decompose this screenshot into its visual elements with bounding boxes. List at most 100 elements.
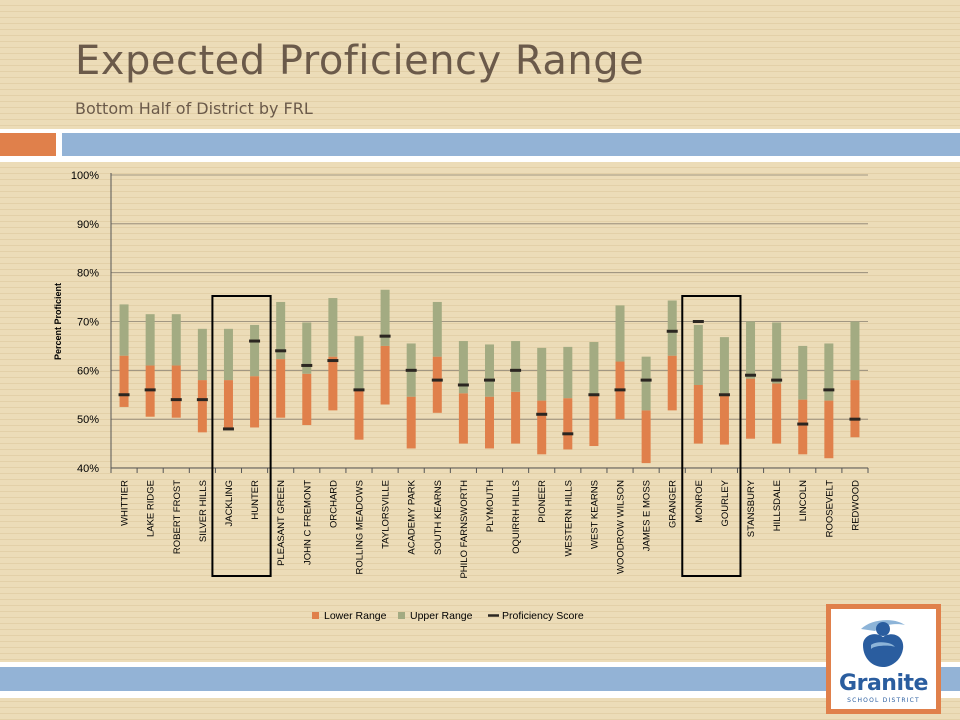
x-tick-label: MONROE (694, 480, 705, 523)
upper-range-bar (223, 328, 233, 381)
legend-label: Lower Range (324, 610, 387, 622)
upper-range-bar (824, 343, 834, 401)
lower-range-bar (537, 400, 547, 455)
y-tick-label: 80% (77, 268, 99, 280)
legend-swatch (312, 612, 319, 619)
upper-range-bar (119, 304, 129, 356)
lower-range-bar (328, 356, 338, 411)
lower-range-bar (693, 384, 703, 444)
upper-range-bar (850, 321, 860, 381)
x-tick-label: WHITTIER (120, 480, 131, 526)
x-tick-label: PIONEER (537, 480, 548, 523)
top-decorative-rule (0, 129, 960, 162)
upper-range-bar (537, 347, 547, 401)
upper-range-bar (719, 337, 729, 394)
lower-range-bar (458, 393, 468, 444)
x-tick-label: JOHN C FREMONT (302, 480, 313, 565)
y-tick-label: 40% (77, 463, 99, 475)
upper-range-bar (485, 344, 494, 397)
upper-range-bar (171, 314, 181, 366)
x-tick-label: SOUTH KEARNS (433, 480, 444, 555)
upper-range-bar (563, 346, 573, 399)
legend-swatch (398, 612, 405, 619)
x-tick-label: PLYMOUTH (485, 480, 496, 532)
lower-range-bar (197, 380, 207, 433)
x-tick-label: JAMES E MOSS (642, 480, 653, 551)
x-tick-label: ROLLING MEADOWS (354, 480, 365, 575)
proficiency-range-chart: 40% 50% 60% 70% 80% 90% 100% Percent Proficient… (0, 160, 960, 650)
bottom-decorative-rule (0, 662, 960, 698)
lower-range-bar (511, 391, 521, 444)
upper-range-bar (772, 322, 782, 384)
x-tick-label: SILVER HILLS (198, 480, 209, 542)
slide-subtitle: Bottom Half of District by FRL (75, 99, 313, 118)
lower-range-bar (250, 376, 260, 428)
upper-range-bar (615, 305, 625, 362)
lower-range-bar (798, 399, 808, 455)
blue-rule-bar (62, 133, 960, 156)
upper-range-bar (746, 321, 756, 379)
y-axis-title: Percent Proficient (53, 283, 63, 360)
x-tick-label: ROOSEVELT (824, 480, 835, 538)
lower-range-bar (223, 380, 233, 430)
x-tick-label: REDWOOD (850, 480, 861, 531)
lower-range-bar (302, 373, 312, 426)
lower-range-bar (119, 355, 129, 407)
upper-range-bar (693, 324, 703, 385)
upper-range-bar (328, 298, 338, 357)
lower-range-bar (589, 394, 599, 447)
x-tick-label: WOODROW WILSON (616, 480, 627, 574)
x-tick-label: LAKE RIDGE (146, 480, 157, 537)
x-tick-label: STANSBURY (746, 479, 757, 537)
orange-accent-block (0, 133, 56, 156)
lower-range-bar (850, 380, 860, 438)
y-tick-label: 70% (77, 317, 99, 329)
lower-range-bar (641, 410, 651, 464)
granite-figure-icon (861, 620, 905, 667)
upper-range-bar (798, 345, 808, 400)
upper-range-bar (302, 322, 312, 374)
x-tick-label: OQUIRRH HILLS (511, 480, 522, 554)
lower-range-bar (485, 396, 494, 449)
lower-range-bar (380, 345, 390, 405)
chart-svg: 40% 50% 60% 70% 80% 90% 100% Percent Proficient… (53, 170, 869, 622)
lower-range-bar (667, 355, 677, 411)
logo-wordmark: Granite (839, 671, 928, 696)
x-tick-label: ROBERT FROST (172, 480, 183, 554)
upper-range-bar (511, 341, 521, 392)
lower-range-bar (171, 365, 181, 418)
x-tick-label: HILLSDALE (772, 480, 783, 531)
highlight-box (681, 295, 742, 577)
x-tick-label: HUNTER (250, 480, 261, 520)
x-tick-label: ORCHARD (328, 480, 339, 528)
upper-range-bar (197, 328, 207, 381)
x-tick-label: WESTERN HILLS (563, 480, 574, 557)
lower-range-bar (276, 359, 286, 418)
x-tick-label: JACKLING (224, 480, 235, 526)
legend-label: Upper Range (410, 610, 473, 622)
upper-range-bar (250, 324, 260, 377)
x-tick-label: GOURLEY (720, 479, 731, 526)
legend-label: Proficiency Score (502, 610, 584, 622)
x-tick-label: WEST KEARNS (589, 480, 600, 549)
upper-range-bar (380, 289, 390, 346)
y-tick-label: 100% (71, 170, 99, 182)
upper-range-bar (667, 300, 677, 356)
y-tick-label: 50% (77, 414, 99, 426)
upper-range-bar (458, 341, 468, 394)
lower-range-bar (746, 378, 756, 439)
upper-range-bar (432, 301, 442, 357)
y-tick-label: 90% (77, 219, 99, 231)
upper-range-bar (589, 342, 599, 395)
x-tick-label: TAYLORSVILLE (381, 480, 392, 549)
upper-range-bar (354, 336, 364, 391)
x-tick-label: LINCOLN (798, 480, 809, 521)
lower-range-bar (772, 383, 782, 444)
x-tick-label: ACADEMY PARK (407, 479, 418, 554)
lower-range-bar (354, 390, 364, 440)
x-tick-label: PLEASANT GREEN (276, 480, 287, 566)
granite-school-district-logo: Granite SCHOOL DISTRICT (826, 604, 941, 714)
highlight-box (211, 295, 272, 577)
logo-tagline: SCHOOL DISTRICT (847, 697, 920, 704)
y-tick-label: 60% (77, 365, 99, 377)
